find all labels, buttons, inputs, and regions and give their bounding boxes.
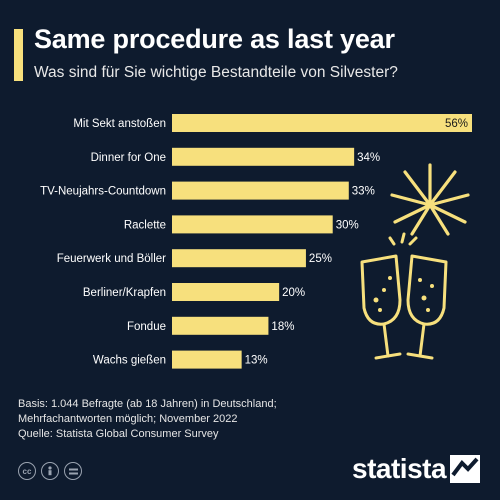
basis-note-line2: Mehrfachantworten möglich; November 2022 (18, 413, 238, 425)
value-label: 18% (271, 321, 294, 333)
source-note: Quelle: Statista Global Consumer Survey (18, 428, 219, 440)
value-label: 20% (282, 287, 305, 299)
bar (172, 316, 269, 335)
value-label: 13% (245, 355, 268, 367)
bar (172, 181, 349, 200)
category-label: TV-Neujahrs-Countdown (40, 186, 166, 198)
nd-equals-icon[interactable] (64, 462, 82, 480)
statista-mark-icon (450, 455, 481, 483)
bar (172, 215, 333, 234)
statista-logo[interactable]: statista (352, 453, 481, 485)
bar (172, 350, 242, 369)
category-label: Feuerwerk und Böller (57, 253, 166, 265)
value-label: 34% (357, 152, 380, 164)
category-label: Dinner for One (91, 152, 166, 164)
value-label: 30% (336, 219, 359, 231)
champagne-glasses-icon (360, 232, 448, 360)
category-label: Raclette (124, 219, 166, 231)
page-title: Same procedure as last year (34, 24, 395, 54)
license-icons: cc (18, 462, 82, 480)
value-label: 33% (352, 186, 375, 198)
by-person-icon[interactable] (41, 462, 59, 480)
bar (172, 114, 472, 132)
category-label: Mit Sekt anstoßen (73, 118, 166, 130)
celebration-illustration (360, 163, 470, 360)
page-subtitle: Was sind für Sie wichtige Bestandteile v… (34, 64, 398, 81)
category-label: Fondue (127, 321, 166, 333)
bar (172, 249, 306, 268)
category-label: Berliner/Krapfen (83, 287, 166, 299)
bar (172, 283, 280, 301)
chart-footer: Basis: 1.044 Befragte (ab 18 Jahren) in … (18, 397, 277, 442)
title-accent-bar (14, 29, 23, 81)
bar (172, 147, 355, 166)
brand-wordmark: statista (352, 453, 447, 484)
category-label: Wachs gießen (93, 355, 166, 367)
value-label: 25% (309, 253, 332, 265)
basis-note-line1: Basis: 1.044 Befragte (ab 18 Jahren) in … (18, 398, 277, 410)
value-label: 56% (445, 118, 468, 130)
fireworks-icon (390, 163, 470, 236)
cc-icon[interactable]: cc (18, 462, 36, 480)
